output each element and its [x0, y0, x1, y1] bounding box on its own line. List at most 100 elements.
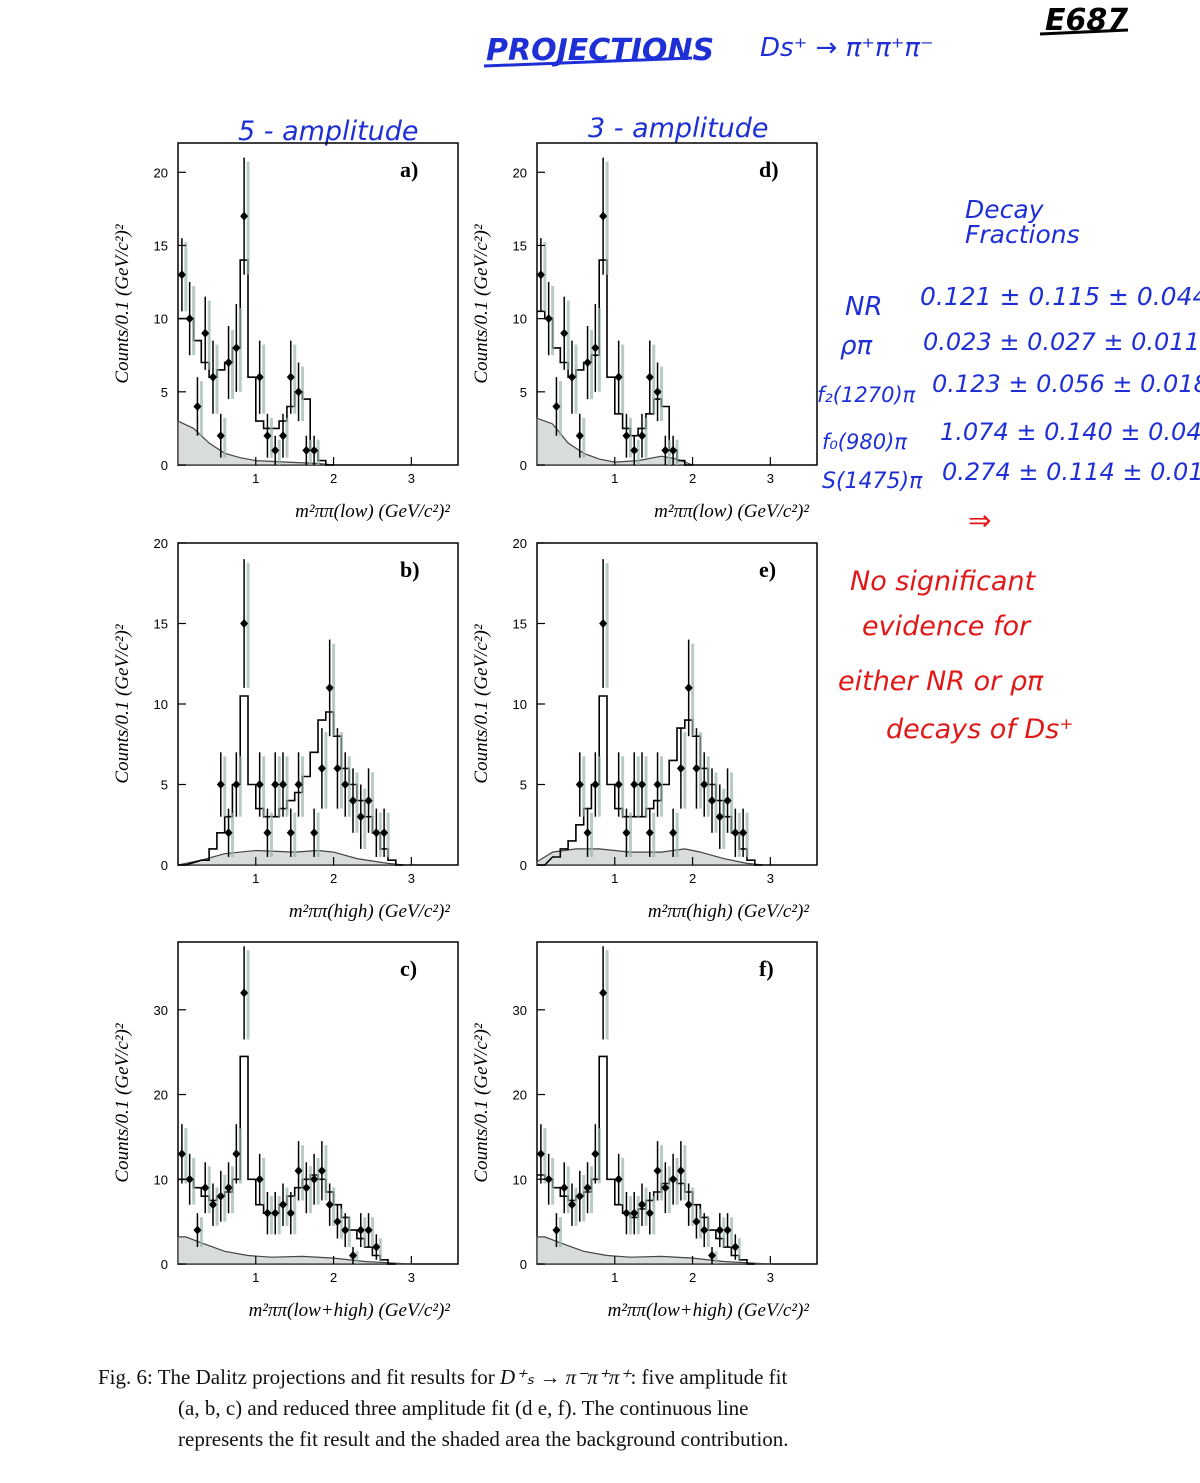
notes-mode-2: ρπ: [840, 331, 873, 361]
data-point: [263, 413, 273, 458]
background-shaded-area: [536, 1236, 771, 1265]
data-marker: [669, 828, 678, 838]
data-point: [286, 1191, 297, 1235]
data-point: [279, 752, 289, 817]
data-marker: [201, 328, 210, 338]
y-tick-label: 5: [161, 385, 168, 400]
data-point: [591, 752, 601, 817]
notes-value-1: 0.121 ± 0.115 ± 0.044: [920, 282, 1200, 311]
data-marker: [723, 1225, 732, 1235]
data-marker: [700, 780, 709, 789]
data-marker: [294, 1166, 303, 1176]
y-axis-label: Counts/0.1 (GeV/c²)²: [112, 624, 133, 783]
plot-panel-d: 1 2 3 0 5 10 15 20 d) Counts/0.1 (GeV/c²)² m²ππ(lo…: [471, 142, 818, 522]
data-point: [645, 808, 656, 857]
data-point: [645, 340, 656, 414]
conclusion-line-2: evidence for: [862, 611, 1032, 642]
data-point: [684, 639, 695, 737]
data-marker: [271, 1208, 280, 1218]
notes-mode-3: f₂(1270)π: [817, 383, 916, 407]
data-point: [271, 435, 281, 465]
data-marker: [177, 1149, 186, 1159]
x-tick-label: 3: [767, 471, 774, 486]
data-point: [669, 1153, 679, 1205]
data-point: [599, 157, 609, 275]
column-title-5amp: 5 - amplitude: [238, 116, 419, 147]
panel-label: d): [759, 157, 779, 182]
data-marker: [583, 1183, 592, 1193]
data-marker: [575, 780, 584, 789]
data-marker: [568, 372, 576, 382]
data-point: [583, 1162, 594, 1214]
data-marker: [583, 828, 592, 838]
data-marker: [341, 780, 350, 789]
data-point: [653, 752, 664, 817]
plot-frame: [177, 142, 459, 466]
data-point: [560, 296, 570, 370]
data-marker: [575, 1191, 584, 1201]
data-point: [536, 1124, 547, 1184]
data-marker: [715, 1225, 724, 1235]
data-point: [271, 752, 281, 817]
data-point: [614, 340, 625, 414]
x-axis-label: m²ππ(low+high) (GeV/c²)²: [249, 1300, 451, 1321]
data-point: [723, 1213, 734, 1248]
data-point: [232, 304, 242, 392]
panel-label: b): [400, 557, 420, 582]
data-marker: [622, 1208, 631, 1218]
y-tick-label: 5: [520, 778, 527, 793]
data-marker: [638, 1200, 646, 1210]
data-point: [349, 768, 359, 833]
data-point: [193, 377, 203, 436]
data-point: [263, 808, 273, 857]
data-marker: [286, 1208, 295, 1218]
y-tick-label: 0: [161, 1257, 168, 1272]
data-point: [317, 1141, 328, 1201]
data-point: [279, 413, 289, 458]
data-marker: [560, 1183, 569, 1193]
data-marker: [294, 780, 303, 789]
data-marker: [638, 431, 646, 441]
data-point: [317, 728, 328, 809]
data-point: [583, 325, 594, 400]
data-point: [568, 1183, 578, 1226]
data-marker: [356, 812, 365, 822]
data-marker: [739, 828, 748, 838]
data-point: [201, 1162, 211, 1214]
data-point: [216, 1170, 227, 1222]
y-tick-label: 20: [154, 1088, 168, 1103]
data-marker: [263, 1208, 272, 1218]
data-point: [255, 1153, 266, 1205]
data-point: [364, 1213, 375, 1248]
data-point: [599, 946, 609, 1040]
data-marker: [630, 1208, 639, 1218]
data-point: [302, 435, 312, 465]
background-shaded-area: [177, 1236, 412, 1265]
data-marker: [349, 796, 357, 806]
x-tick-label: 1: [252, 1270, 259, 1285]
data-point: [232, 752, 242, 817]
data-marker: [630, 445, 639, 455]
data-marker: [310, 828, 319, 838]
data-marker: [700, 1225, 709, 1235]
plot-frame: [177, 941, 459, 1265]
data-point: [715, 784, 726, 849]
data-point: [661, 1162, 671, 1214]
x-tick-label: 2: [330, 1270, 337, 1285]
data-marker: [209, 1200, 217, 1210]
data-marker: [645, 828, 654, 838]
data-point: [224, 808, 235, 857]
data-point: [622, 1191, 632, 1235]
caption-prefix: Fig. 6: The Dalitz projections and fit r…: [98, 1365, 495, 1389]
plot-panel-a: 1 2 3 0 5 10 15 20 a) Counts/0.1 (GeV/c²)² m²ππ(lo…: [112, 142, 459, 522]
data-marker: [271, 780, 280, 789]
data-point: [544, 1153, 555, 1205]
data-marker: [676, 1166, 685, 1176]
y-tick-label: 15: [513, 617, 527, 632]
data-marker: [614, 1174, 623, 1184]
data-marker: [560, 328, 569, 338]
x-axis-label: m²ππ(low) (GeV/c²)²: [295, 501, 450, 522]
notes-mode-1: NR: [845, 292, 883, 322]
y-tick-label: 10: [513, 312, 527, 327]
